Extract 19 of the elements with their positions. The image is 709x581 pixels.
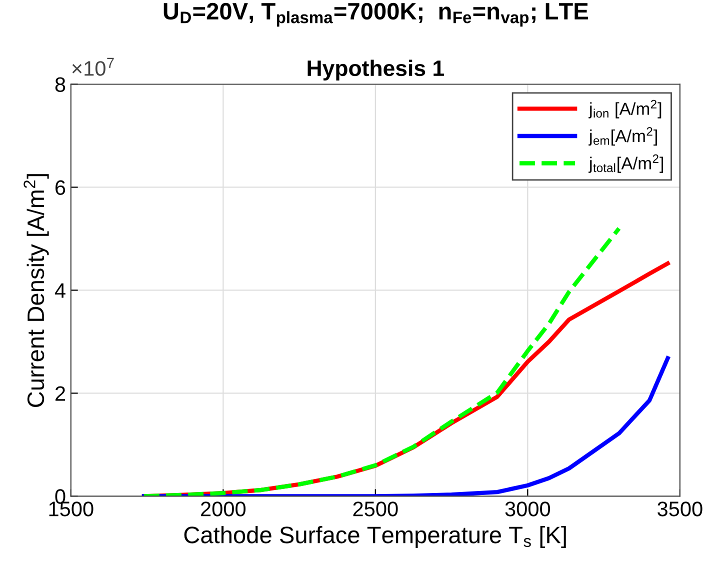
x-tick-label: 2000 (201, 502, 246, 516)
y-tick-label: 2 (56, 386, 65, 401)
text: ×10$^{7}$ (72, 58, 114, 76)
chart-subtitle: Hypothesis 1 (308, 60, 444, 81)
line-series (142, 356, 670, 496)
chart-title: U$_{D}$=20V, T$_{plasma}$=7000K; n$_{Fe}$=n$_{vap}$; LTE (164, 2, 588, 27)
legend-label: j$_{em}$[A/m$^{2}$] (588, 127, 657, 146)
legend-label: j$_{total}$[A/m$^{2}$] (588, 154, 664, 173)
y-tick-label: 6 (56, 180, 66, 195)
x-tick-label: 3500 (658, 502, 702, 516)
y-tick-label: 8 (55, 77, 66, 92)
x-tick-label: 2500 (353, 502, 398, 516)
y-axis-title: Current Density [A/m$^{2}$] (24, 174, 49, 407)
line-series (142, 226, 622, 496)
x-axis-title: Cathode Surface Temperature T$_{s}$ [K] (184, 526, 566, 548)
x-tick-label: 1500 (49, 502, 94, 516)
legend-label: j$_{ion}$ [A/m$^{2}$] (588, 100, 662, 118)
y-tick-label: 4 (54, 283, 66, 298)
x-tick-label: 3000 (505, 502, 550, 516)
